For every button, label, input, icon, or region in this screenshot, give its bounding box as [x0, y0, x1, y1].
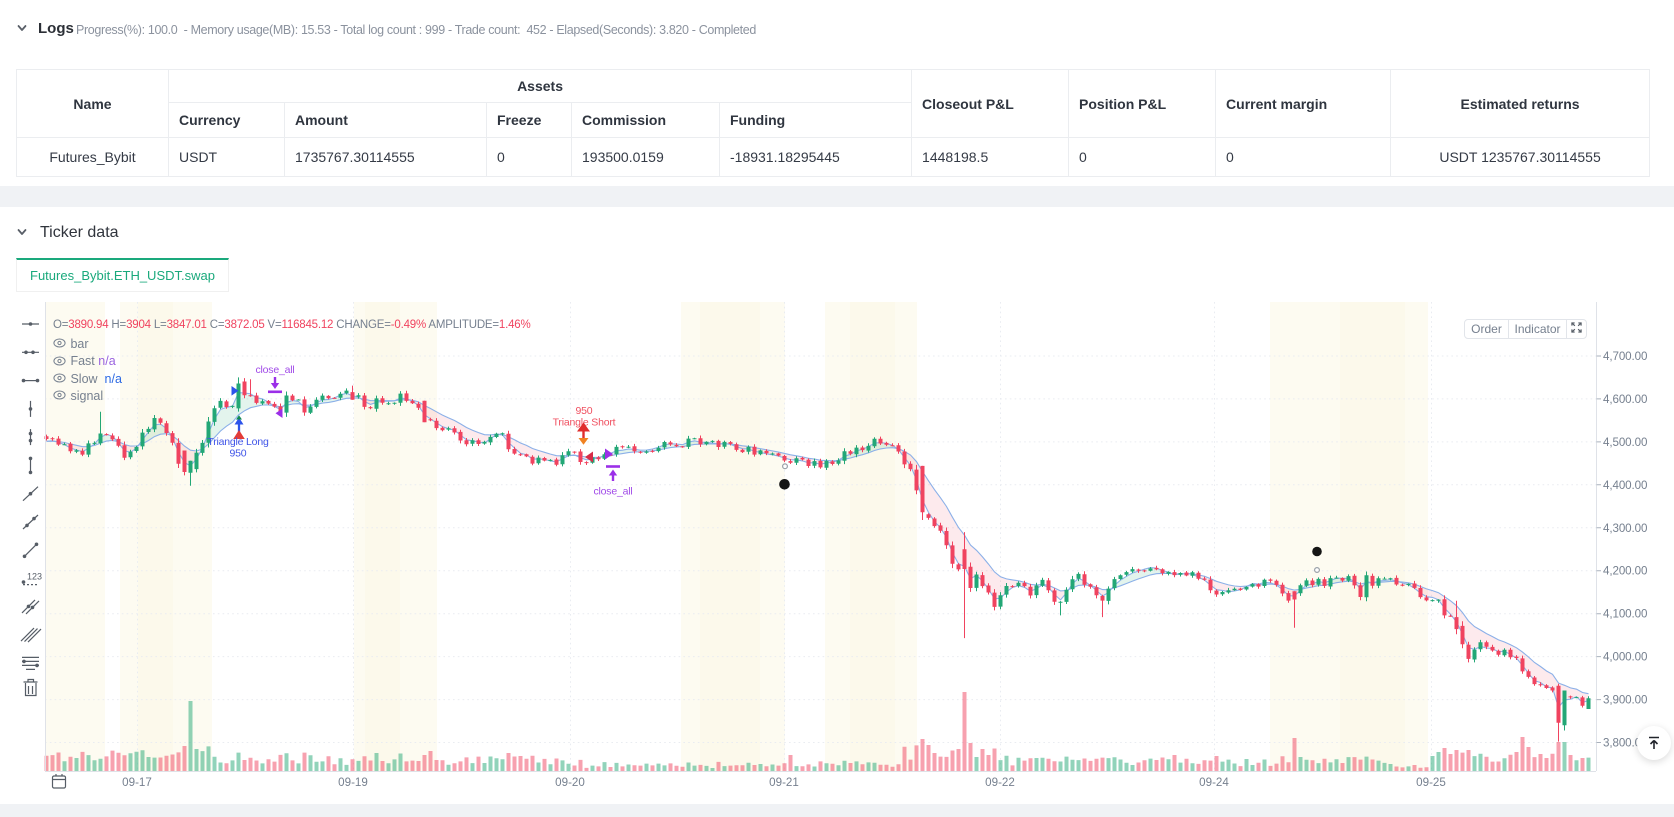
svg-text:123: 123	[27, 572, 42, 582]
svg-text:4,100.00: 4,100.00	[1603, 608, 1647, 621]
svg-text:3,800.00: 3,800.00	[1603, 737, 1647, 750]
svg-text:3,900.00: 3,900.00	[1603, 694, 1647, 707]
svg-text:4,300.00: 4,300.00	[1603, 522, 1647, 535]
svg-text:4,500.00: 4,500.00	[1603, 436, 1647, 449]
svg-text:close_all: close_all	[593, 486, 632, 498]
svg-text:09-21: 09-21	[769, 776, 799, 789]
svg-text:4,600.00: 4,600.00	[1603, 393, 1647, 406]
svg-text:09-22: 09-22	[985, 776, 1015, 789]
svg-text:Triangle Short: Triangle Short	[553, 417, 616, 429]
svg-text:09-24: 09-24	[1199, 776, 1229, 789]
svg-text:4,700.00: 4,700.00	[1603, 350, 1647, 363]
svg-text:4,400.00: 4,400.00	[1603, 479, 1647, 492]
svg-text:4,200.00: 4,200.00	[1603, 565, 1647, 578]
svg-text:4,000.00: 4,000.00	[1603, 651, 1647, 664]
svg-text:close_all: close_all	[255, 364, 294, 376]
svg-text:09-25: 09-25	[1416, 776, 1446, 789]
svg-text:950: 950	[230, 448, 247, 460]
svg-text:09-20: 09-20	[555, 776, 585, 789]
svg-text:950: 950	[576, 405, 593, 417]
svg-text:09-17: 09-17	[122, 776, 152, 789]
svg-text:09-19: 09-19	[338, 776, 368, 789]
svg-text:Triangle Long: Triangle Long	[207, 436, 269, 448]
